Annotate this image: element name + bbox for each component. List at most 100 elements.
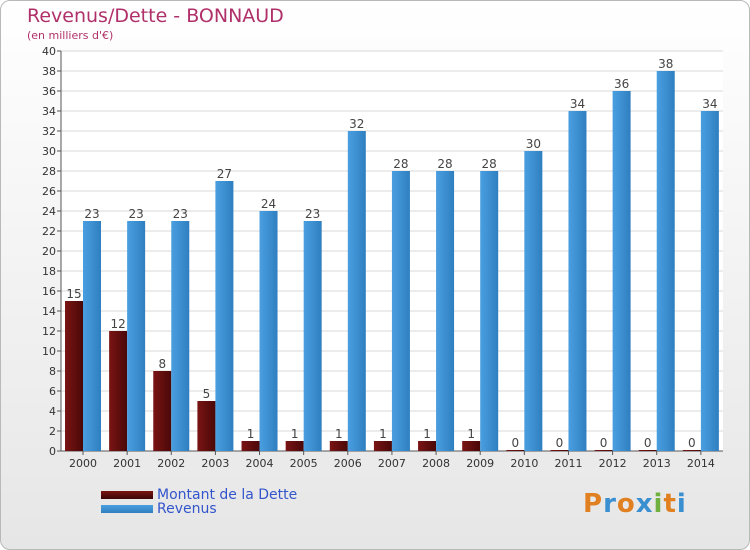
- y-tick-label: 32: [42, 125, 56, 138]
- x-tick-label: 2010: [510, 457, 538, 470]
- y-tick-label: 36: [42, 85, 56, 98]
- bar-dette: [594, 450, 613, 451]
- y-tick-label: 24: [42, 205, 56, 218]
- logo-letter: i: [653, 489, 664, 519]
- data-label: 0: [512, 436, 520, 450]
- data-label: 24: [261, 197, 276, 211]
- bar-revenus: [215, 181, 234, 451]
- x-tick-label: 2007: [378, 457, 406, 470]
- logo-letter: t: [663, 489, 677, 519]
- y-tick-label: 22: [42, 225, 56, 238]
- bar-chart: 0246810121416182022242628303234363840152…: [42, 45, 723, 470]
- logo-letter: r: [603, 489, 617, 519]
- x-tick-label: 2001: [113, 457, 141, 470]
- data-label: 8: [158, 357, 166, 371]
- x-tick-label: 2014: [687, 457, 715, 470]
- data-label: 23: [305, 207, 320, 221]
- data-label: 0: [556, 436, 564, 450]
- bar-dette: [373, 441, 392, 451]
- bar-dette: [153, 371, 172, 451]
- logo-letter: o: [616, 489, 636, 519]
- y-tick-label: 4: [49, 405, 56, 418]
- y-tick-label: 38: [42, 65, 56, 78]
- bar-dette: [682, 450, 701, 451]
- data-label: 38: [658, 57, 673, 71]
- bar-revenus: [303, 221, 322, 451]
- legend-label-revenus: Revenus: [157, 501, 217, 517]
- data-label: 32: [349, 117, 364, 131]
- data-label: 36: [614, 77, 629, 91]
- y-tick-label: 0: [49, 445, 56, 458]
- bar-dette: [197, 401, 216, 451]
- data-label: 1: [423, 427, 431, 441]
- y-tick-label: 26: [42, 185, 56, 198]
- logo-letter: P: [583, 489, 604, 519]
- data-label: 12: [110, 317, 125, 331]
- data-label: 1: [467, 427, 475, 441]
- y-tick-label: 2: [49, 425, 56, 438]
- y-tick-label: 6: [49, 385, 56, 398]
- bar-dette: [418, 441, 437, 451]
- y-tick-label: 30: [42, 145, 56, 158]
- data-label: 23: [128, 207, 143, 221]
- y-tick-label: 16: [42, 285, 56, 298]
- bar-revenus: [568, 111, 587, 451]
- data-label: 27: [217, 167, 232, 181]
- bar-revenus: [259, 211, 278, 451]
- data-label: 1: [335, 427, 343, 441]
- bar-revenus: [612, 91, 631, 451]
- y-tick-label: 14: [42, 305, 56, 318]
- x-tick-label: 2003: [201, 457, 229, 470]
- x-tick-label: 2013: [643, 457, 671, 470]
- bar-revenus: [700, 111, 719, 451]
- legend-swatch-revenus: [101, 505, 153, 513]
- x-tick-label: 2004: [246, 457, 274, 470]
- bar-revenus: [436, 171, 455, 451]
- data-label: 1: [247, 427, 255, 441]
- bar-dette: [550, 450, 569, 451]
- legend-item-revenus: Revenus: [101, 501, 217, 517]
- bar-dette: [638, 450, 657, 451]
- x-tick-label: 2000: [69, 457, 97, 470]
- bar-dette: [109, 331, 128, 451]
- bar-revenus: [127, 221, 146, 451]
- bar-dette: [241, 441, 260, 451]
- data-label: 28: [437, 157, 452, 171]
- x-tick-label: 2005: [290, 457, 318, 470]
- data-label: 0: [644, 436, 652, 450]
- bar-dette: [285, 441, 304, 451]
- bar-dette: [462, 441, 481, 451]
- data-label: 23: [84, 207, 99, 221]
- x-tick-label: 2008: [422, 457, 450, 470]
- bar-revenus: [656, 71, 675, 451]
- data-label: 28: [393, 157, 408, 171]
- logo-letter: x: [635, 489, 654, 519]
- data-label: 15: [66, 287, 81, 301]
- x-tick-label: 2012: [599, 457, 627, 470]
- x-tick-label: 2002: [157, 457, 185, 470]
- data-label: 23: [173, 207, 188, 221]
- data-label: 34: [570, 97, 585, 111]
- data-label: 0: [600, 436, 608, 450]
- x-tick-label: 2011: [554, 457, 582, 470]
- y-tick-label: 8: [49, 365, 56, 378]
- bar-dette: [329, 441, 348, 451]
- data-label: 5: [203, 387, 211, 401]
- bar-revenus: [171, 221, 190, 451]
- data-label: 28: [482, 157, 497, 171]
- chart-subtitle: (en milliers d'€): [27, 29, 114, 42]
- bar-revenus: [83, 221, 101, 451]
- y-tick-label: 18: [42, 265, 56, 278]
- y-tick-label: 40: [42, 45, 56, 58]
- y-tick-label: 12: [42, 325, 56, 338]
- y-tick-label: 34: [42, 105, 56, 118]
- bar-revenus: [524, 151, 543, 451]
- data-label: 34: [702, 97, 717, 111]
- bar-revenus: [391, 171, 410, 451]
- data-label: 1: [291, 427, 299, 441]
- x-tick-label: 2009: [466, 457, 494, 470]
- chart-title: Revenus/Dette - BONNAUD: [27, 5, 284, 27]
- bar-revenus: [480, 171, 499, 451]
- y-tick-label: 28: [42, 165, 56, 178]
